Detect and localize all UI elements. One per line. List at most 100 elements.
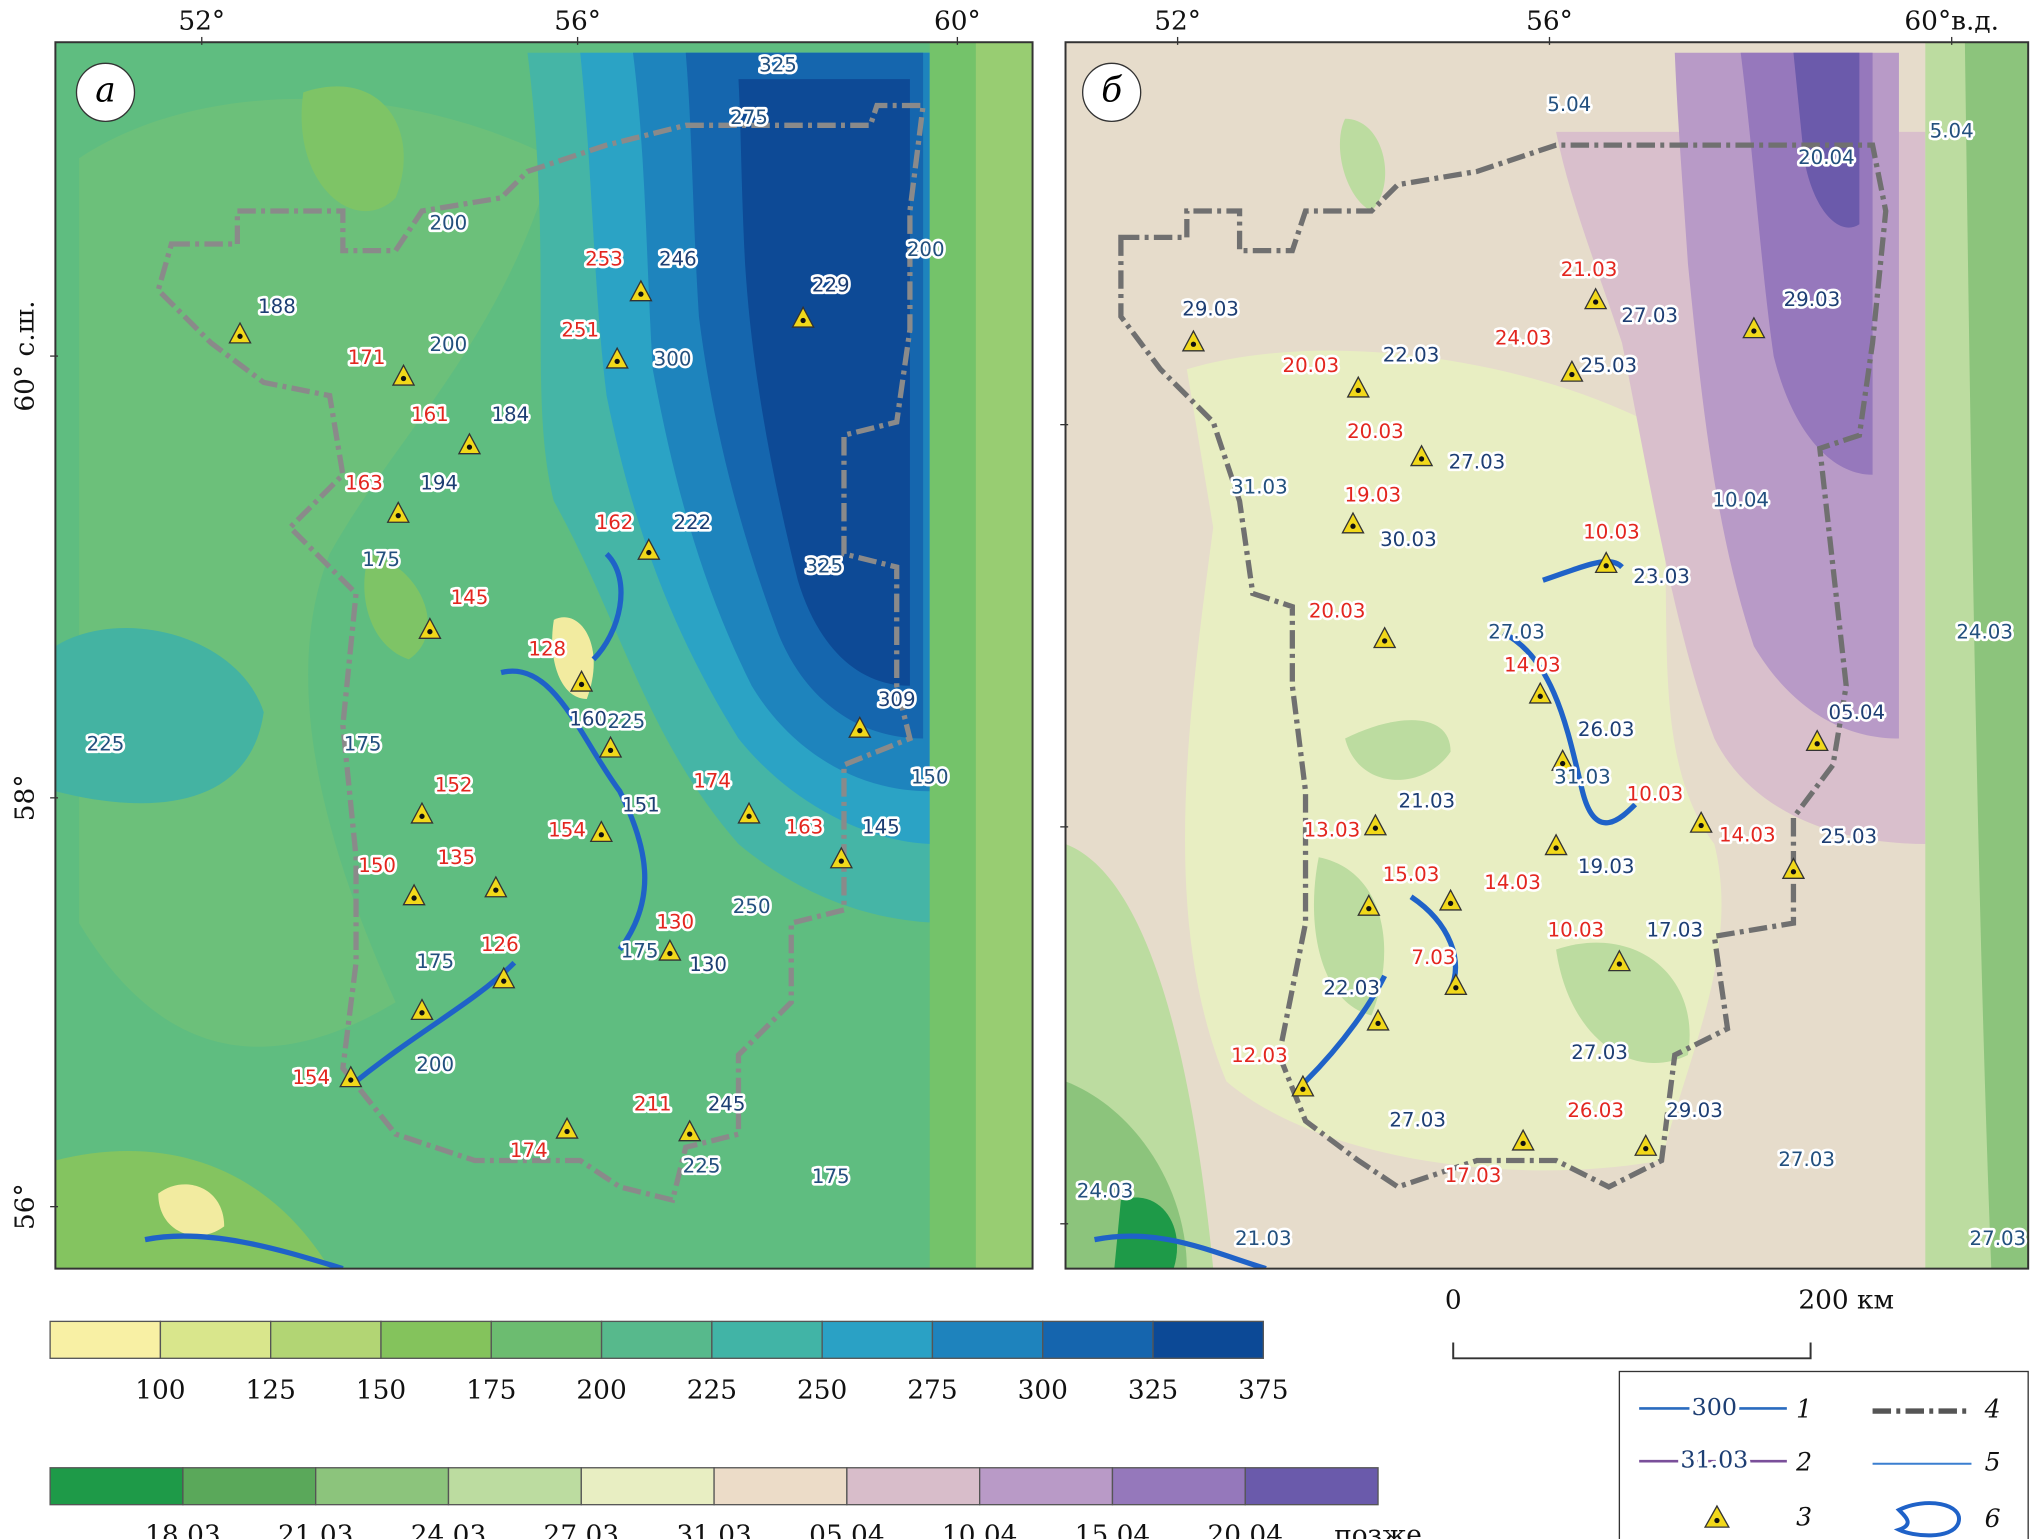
- station-dot: [1372, 825, 1379, 831]
- panel-a-frame: [54, 41, 1034, 1270]
- station-marker: [1372, 626, 1397, 649]
- key-number: 1: [1796, 1395, 1812, 1424]
- station-value-red: 15.03: [1383, 863, 1440, 886]
- station-marker: [1634, 1134, 1658, 1156]
- station-value-red: 17.03: [1445, 1164, 1502, 1187]
- scale-end: 200 км: [1798, 1286, 1894, 1316]
- contour-label: 27.03: [1778, 1148, 1835, 1171]
- legend-label: 100: [135, 1375, 185, 1405]
- station-dot: [400, 375, 407, 382]
- key-number: 4: [1984, 1395, 2001, 1424]
- station-value-blue: 26.03: [1578, 718, 1635, 741]
- contour-label: 200: [416, 1053, 454, 1076]
- station-value-blue: 130: [689, 953, 727, 976]
- contour-label: 300: [654, 348, 692, 371]
- lon-label: 52°: [178, 6, 225, 36]
- key-station-dot: [1714, 1517, 1720, 1524]
- station-value-blue: 22.03: [1383, 344, 1440, 367]
- station-value-red: 130: [656, 911, 694, 934]
- contour-label: 175: [416, 950, 454, 973]
- key-number: 2: [1795, 1447, 1812, 1476]
- station-dot: [598, 832, 604, 838]
- contour-label: 24.03: [1077, 1180, 1134, 1203]
- station-marker: [737, 801, 761, 824]
- legend-label: 325: [1128, 1375, 1178, 1405]
- legend-label: 275: [907, 1375, 957, 1405]
- station-dot: [838, 858, 844, 864]
- station-value-red: 171: [348, 346, 386, 369]
- station-dot: [1616, 961, 1623, 967]
- station-value-red: 135: [437, 846, 475, 869]
- legend-label: позже: [1334, 1520, 1422, 1539]
- station-value-blue: 25.03: [1581, 354, 1638, 377]
- legend-label: 27.03: [544, 1520, 619, 1539]
- station-value-blue: 29.03: [1666, 1099, 1723, 1122]
- station-marker: [1444, 973, 1468, 995]
- station-dot: [746, 813, 752, 819]
- station-dot: [419, 813, 425, 819]
- station-value-red: 21.03: [1561, 258, 1618, 281]
- station-marker: [1438, 888, 1463, 911]
- contour-label: 21.03: [1235, 1227, 1292, 1250]
- station-dot: [1814, 741, 1820, 747]
- legend-label: 24.03: [411, 1520, 486, 1539]
- panel-b-map: [1065, 42, 2029, 1269]
- legend-label: 300: [1018, 1375, 1068, 1405]
- station-value-red: 14.03: [1484, 871, 1541, 894]
- station-value-blue: 27.03: [1621, 304, 1678, 327]
- station-value-red: 20.03: [1309, 599, 1366, 622]
- legend-swatch: [1152, 1320, 1264, 1359]
- legend-swatch: [1111, 1467, 1246, 1506]
- contour-label: 24.03: [1956, 621, 2013, 644]
- panel-letter: а: [95, 70, 115, 110]
- station-marker: [1181, 329, 1206, 352]
- station-value-blue: 05.04: [1828, 701, 1885, 724]
- key-station: [1703, 1504, 1730, 1528]
- station-dot: [466, 444, 473, 450]
- station-value-blue: 30.03: [1380, 528, 1437, 551]
- legend-swatch: [931, 1320, 1044, 1359]
- station-dot: [1643, 1145, 1649, 1152]
- station-marker: [637, 537, 661, 560]
- station-marker: [1346, 375, 1370, 398]
- station-value-red: 24.03: [1495, 326, 1552, 349]
- legend-label: 15.04: [1075, 1520, 1150, 1539]
- station-dot: [1447, 900, 1454, 906]
- station-value-red: 174: [693, 770, 731, 793]
- station-dot: [1382, 638, 1388, 644]
- station-value-blue: 21.03: [1399, 789, 1456, 812]
- station-dot: [646, 549, 652, 556]
- contour-label: 175: [362, 548, 400, 571]
- station-marker: [1607, 949, 1632, 972]
- legend-label: 20.04: [1208, 1520, 1283, 1539]
- legend-label: 175: [466, 1375, 516, 1405]
- legend-swatch: [1042, 1320, 1154, 1359]
- station-marker: [1781, 857, 1806, 879]
- panel-letter: б: [1101, 70, 1123, 110]
- station-value-red: 174: [510, 1139, 548, 1162]
- station-dot: [607, 747, 614, 754]
- station-dot: [1190, 341, 1197, 347]
- legend-swatch: [447, 1467, 582, 1506]
- station-value-blue: 309: [878, 688, 916, 711]
- station-value-red: 14.03: [1719, 824, 1776, 847]
- lat-label: 56°: [10, 1183, 40, 1230]
- station-value-blue: 25.03: [1821, 825, 1878, 848]
- station-marker: [829, 846, 853, 869]
- station-marker: [410, 801, 434, 824]
- station-marker: [402, 883, 426, 906]
- contour-label: 5.04: [1930, 119, 1974, 142]
- station-value-blue: 222: [673, 511, 711, 534]
- station-value-blue: 194: [420, 471, 458, 494]
- legend-label: 125: [246, 1375, 296, 1405]
- station-marker: [1291, 1074, 1315, 1097]
- station-value-red: 13.03: [1304, 818, 1361, 841]
- panel-a-map: [55, 42, 1033, 1269]
- station-value-red: 211: [634, 1093, 672, 1116]
- key-number: 5: [1985, 1447, 2001, 1476]
- station-value-red: 19.03: [1344, 483, 1401, 506]
- station-marker: [678, 1119, 702, 1142]
- legend-swatch: [49, 1467, 184, 1506]
- scale-bar: [1452, 1342, 1812, 1360]
- station-value-red: 163: [786, 816, 824, 839]
